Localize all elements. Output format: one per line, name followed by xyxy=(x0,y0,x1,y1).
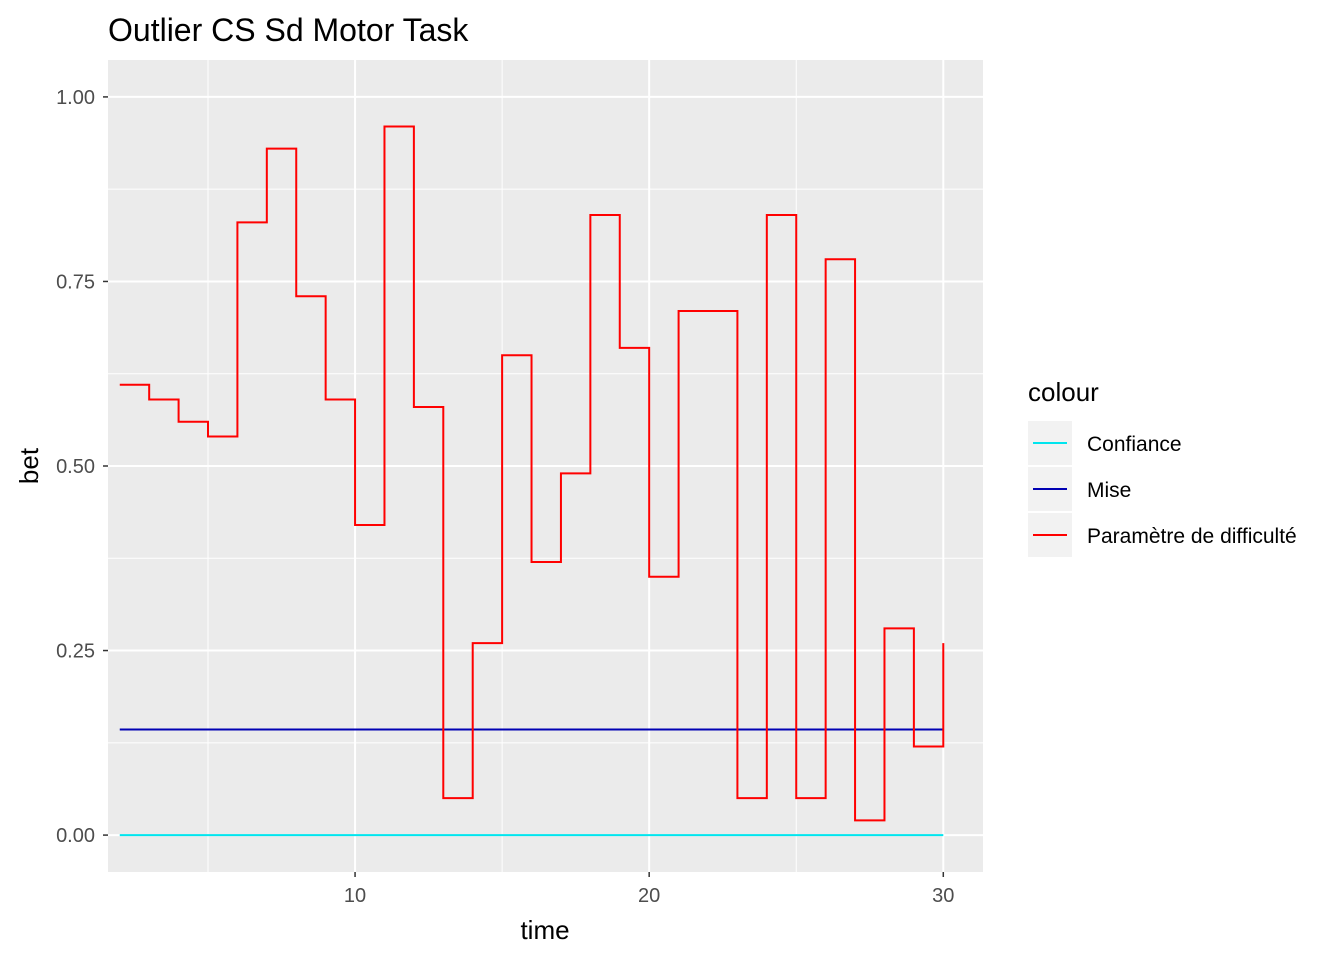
y-axis-title: bet xyxy=(14,447,44,484)
series-line-2 xyxy=(119,125,945,822)
chart-title: Outlier CS Sd Motor Task xyxy=(108,12,469,48)
x-axis-title: time xyxy=(520,915,569,945)
legend: colour Confiance Mise Paramètre de difficu… xyxy=(1028,377,1297,557)
series-layer xyxy=(119,125,945,837)
legend-label: Confiance xyxy=(1087,433,1182,456)
x-tick-label: 30 xyxy=(932,885,954,907)
legend-label: Paramètre de difficulté xyxy=(1087,525,1297,548)
y-tick-label: 0.00 xyxy=(56,825,95,847)
legend-label: Mise xyxy=(1087,479,1131,502)
y-tick-label: 0.50 xyxy=(56,456,95,478)
y-tick-label: 0.25 xyxy=(56,641,95,663)
y-axis: 0.00 0.25 0.50 0.75 1.00 xyxy=(56,87,108,847)
x-tick-label: 10 xyxy=(344,885,366,907)
x-axis: 10 20 30 xyxy=(344,872,954,907)
x-tick-label: 20 xyxy=(638,885,660,907)
legend-items: Confiance Mise Paramètre de difficulté xyxy=(1028,421,1297,557)
y-tick-label: 1.00 xyxy=(56,87,95,109)
y-tick-label: 0.75 xyxy=(56,271,95,293)
legend-title: colour xyxy=(1028,377,1099,407)
